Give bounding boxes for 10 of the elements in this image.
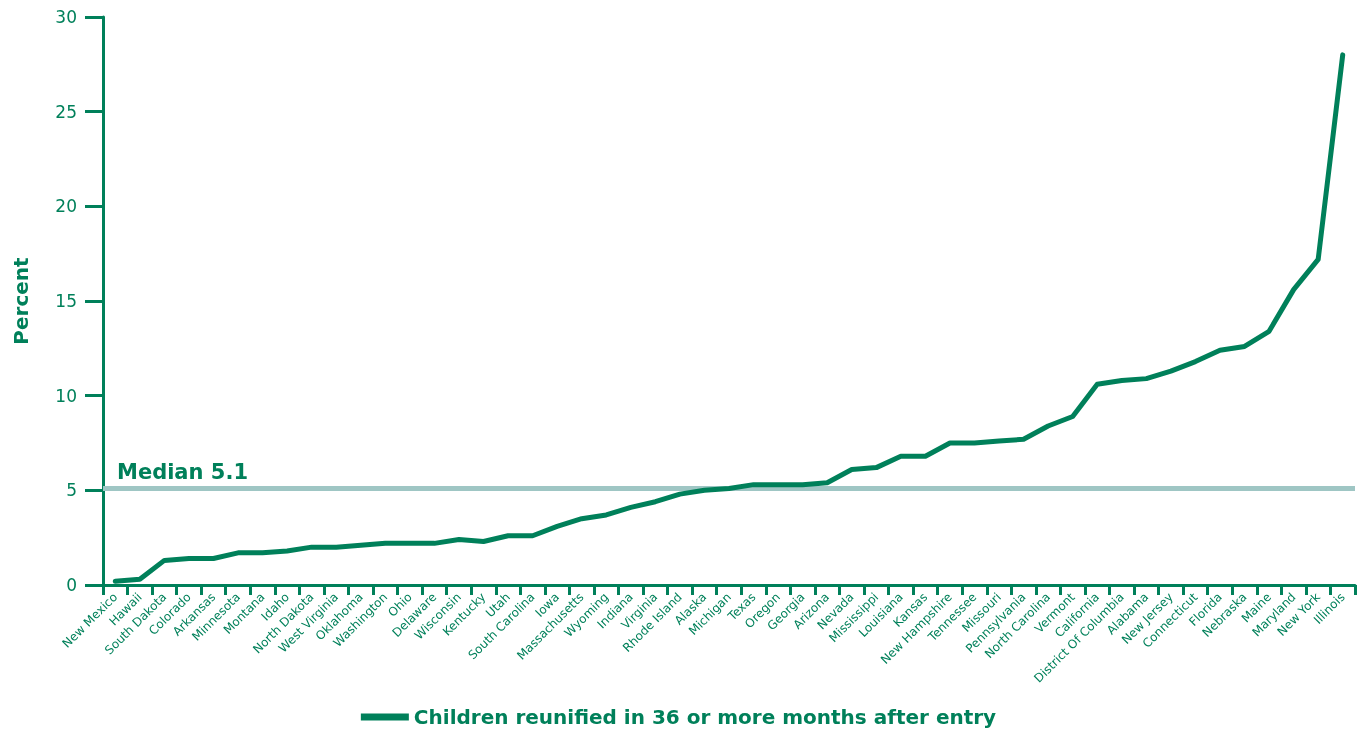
y-tick-label: 15 <box>55 291 77 311</box>
y-tick-label: 25 <box>55 101 77 122</box>
y-tick-label: 0 <box>66 575 77 595</box>
y-tick-label: 20 <box>55 196 77 217</box>
ref-line-label: Median 5.1 <box>117 459 249 484</box>
y-tick-label: 10 <box>55 385 77 406</box>
legend-label: Children reunified in 36 or more months after entry <box>413 705 997 729</box>
y-tick-label: 5 <box>66 480 77 501</box>
y-axis-title: Percent <box>9 256 33 345</box>
y-tick-label: 30 <box>55 7 77 27</box>
